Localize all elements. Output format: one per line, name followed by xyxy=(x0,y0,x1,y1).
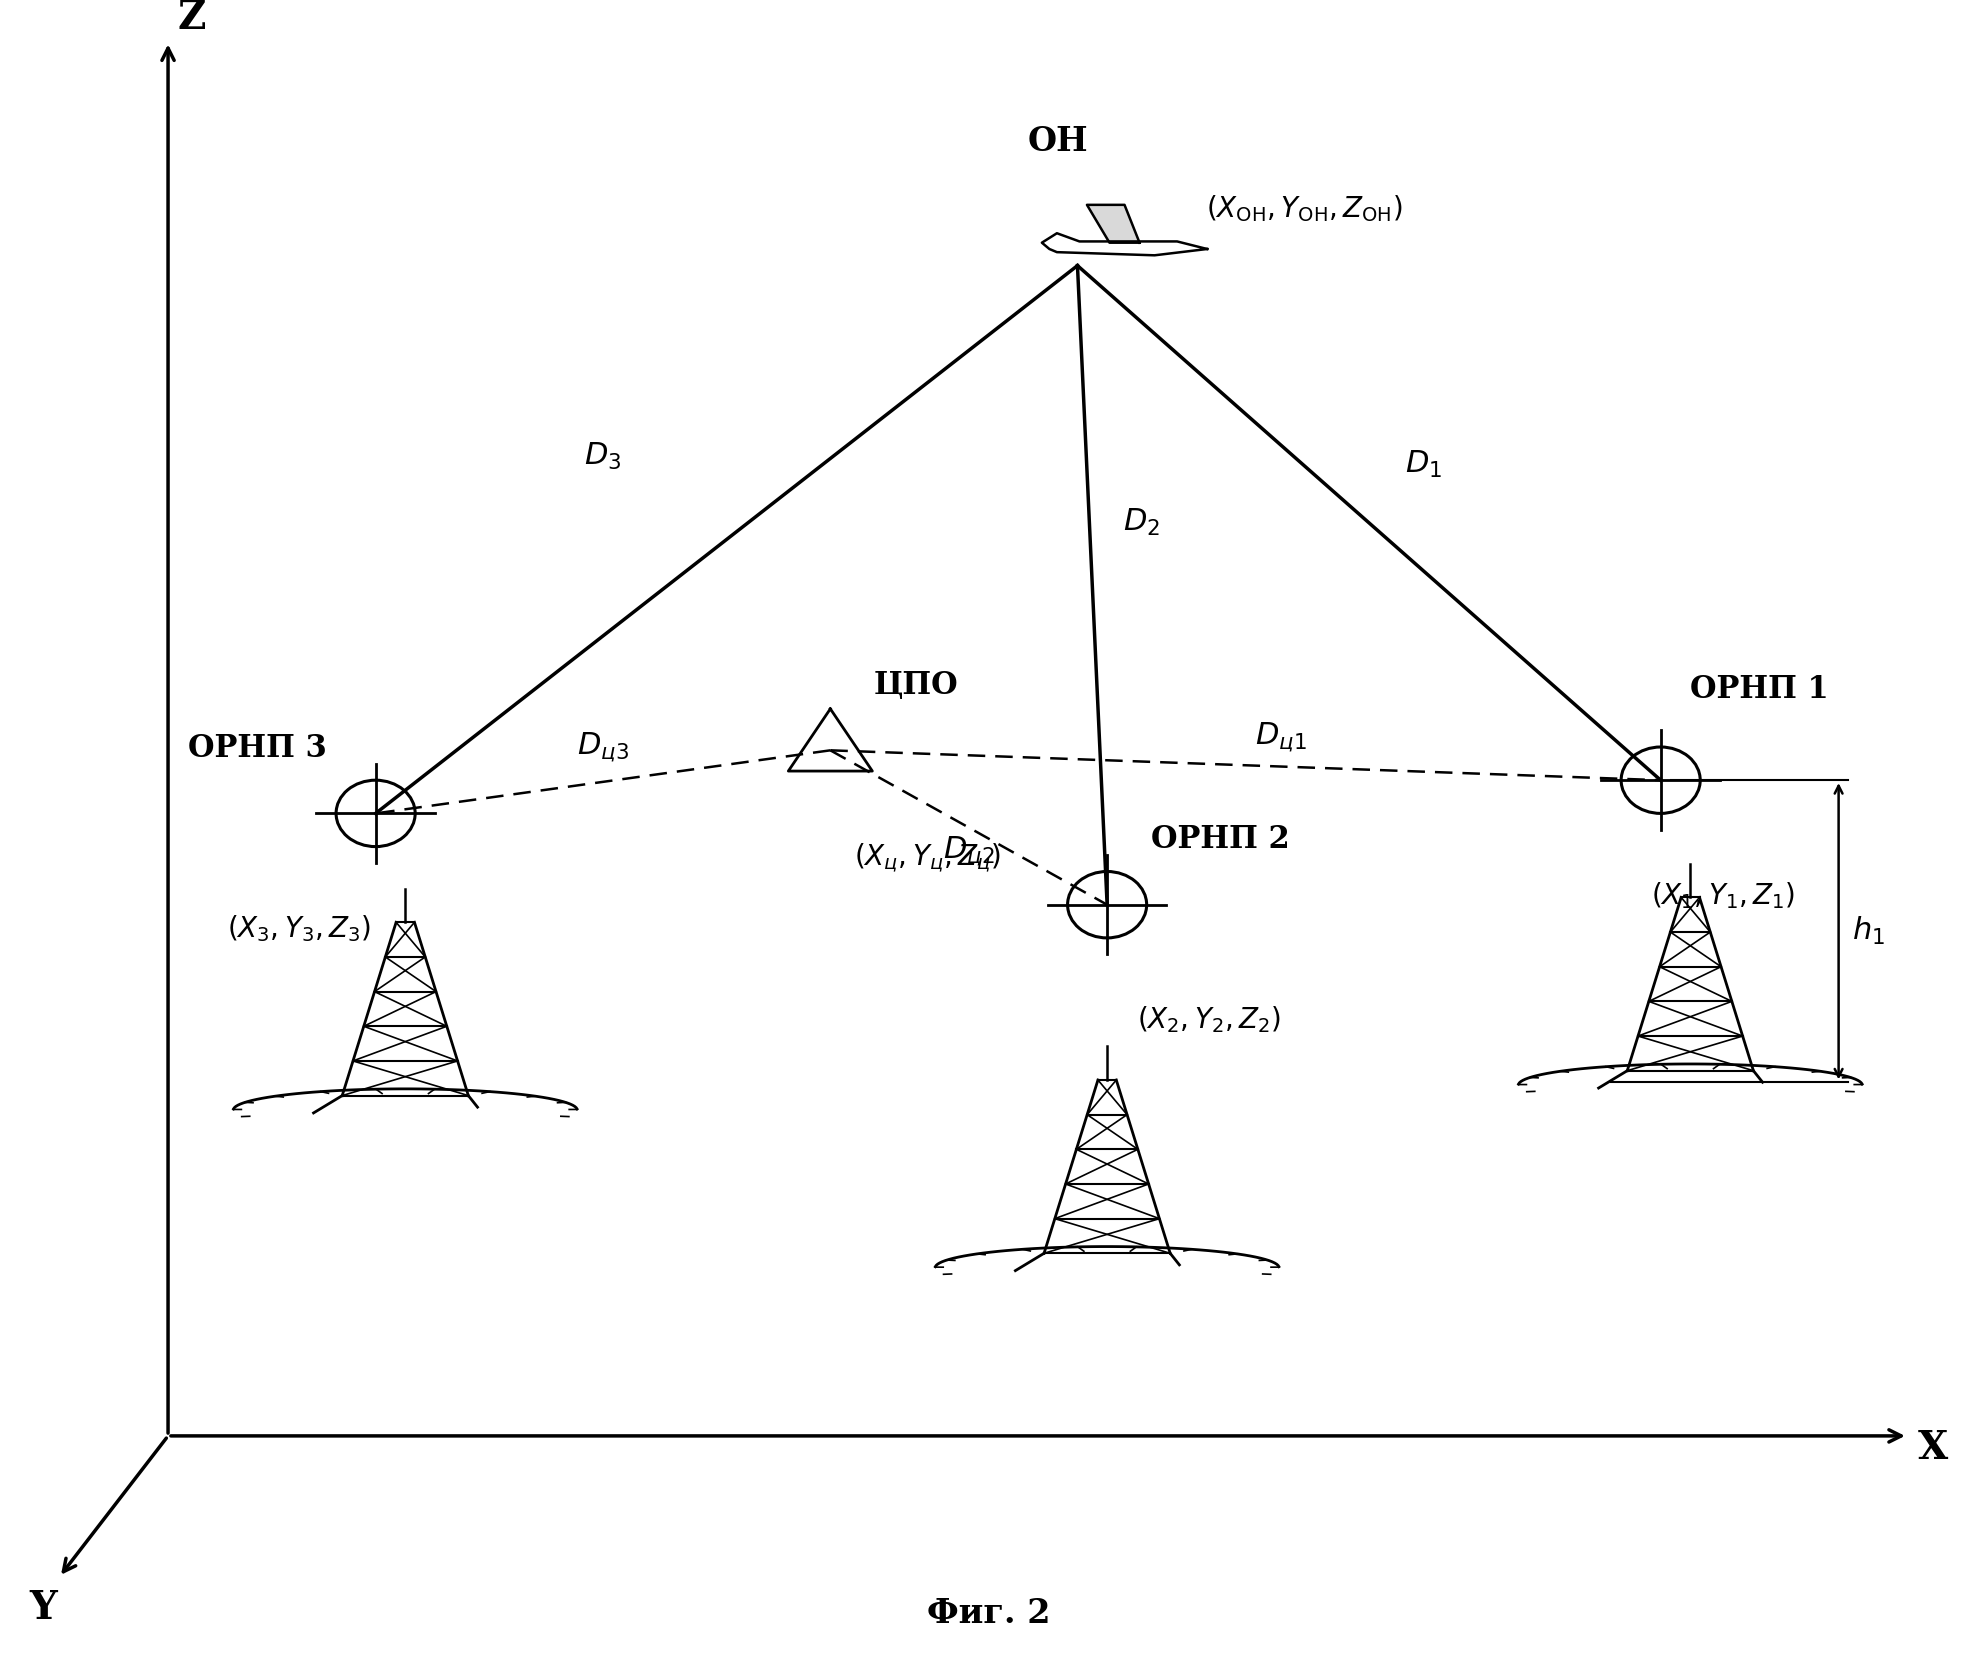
Text: Y: Y xyxy=(30,1589,57,1627)
Text: $(X_2,Y_2,Z_2)$: $(X_2,Y_2,Z_2)$ xyxy=(1137,1004,1281,1036)
Text: $D_2$: $D_2$ xyxy=(1123,508,1160,538)
Text: ОН: ОН xyxy=(1028,124,1087,158)
Text: X: X xyxy=(1918,1429,1947,1466)
Text: Z: Z xyxy=(178,0,206,37)
Text: $(X_3,Y_3,Z_3)$: $(X_3,Y_3,Z_3)$ xyxy=(227,913,372,945)
Text: $h_1$: $h_1$ xyxy=(1852,915,1886,948)
Text: $D_{ц1}$: $D_{ц1}$ xyxy=(1255,720,1307,754)
Text: $D_3$: $D_3$ xyxy=(585,442,621,471)
Text: $(X_ц,Y_ц,Z_ц)$: $(X_ц,Y_ц,Z_ц)$ xyxy=(854,842,1000,875)
Polygon shape xyxy=(1087,204,1139,242)
Text: $(X_1,Y_1,Z_1)$: $(X_1,Y_1,Z_1)$ xyxy=(1651,880,1795,911)
Text: ОРНП 1: ОРНП 1 xyxy=(1690,674,1829,706)
Text: Фиг. 2: Фиг. 2 xyxy=(927,1597,1050,1630)
Text: $D_1$: $D_1$ xyxy=(1406,450,1441,480)
Text: ОРНП 2: ОРНП 2 xyxy=(1151,823,1289,855)
Text: ОРНП 3: ОРНП 3 xyxy=(188,732,326,764)
Text: $D_{ц2}$: $D_{ц2}$ xyxy=(943,835,994,868)
Text: ЦПО: ЦПО xyxy=(874,669,959,701)
Text: $(X_{\rm ОН},Y_{\rm ОН},Z_{\rm ОН})$: $(X_{\rm ОН},Y_{\rm ОН},Z_{\rm ОН})$ xyxy=(1206,193,1404,224)
Text: $D_{ц3}$: $D_{ц3}$ xyxy=(577,730,629,764)
